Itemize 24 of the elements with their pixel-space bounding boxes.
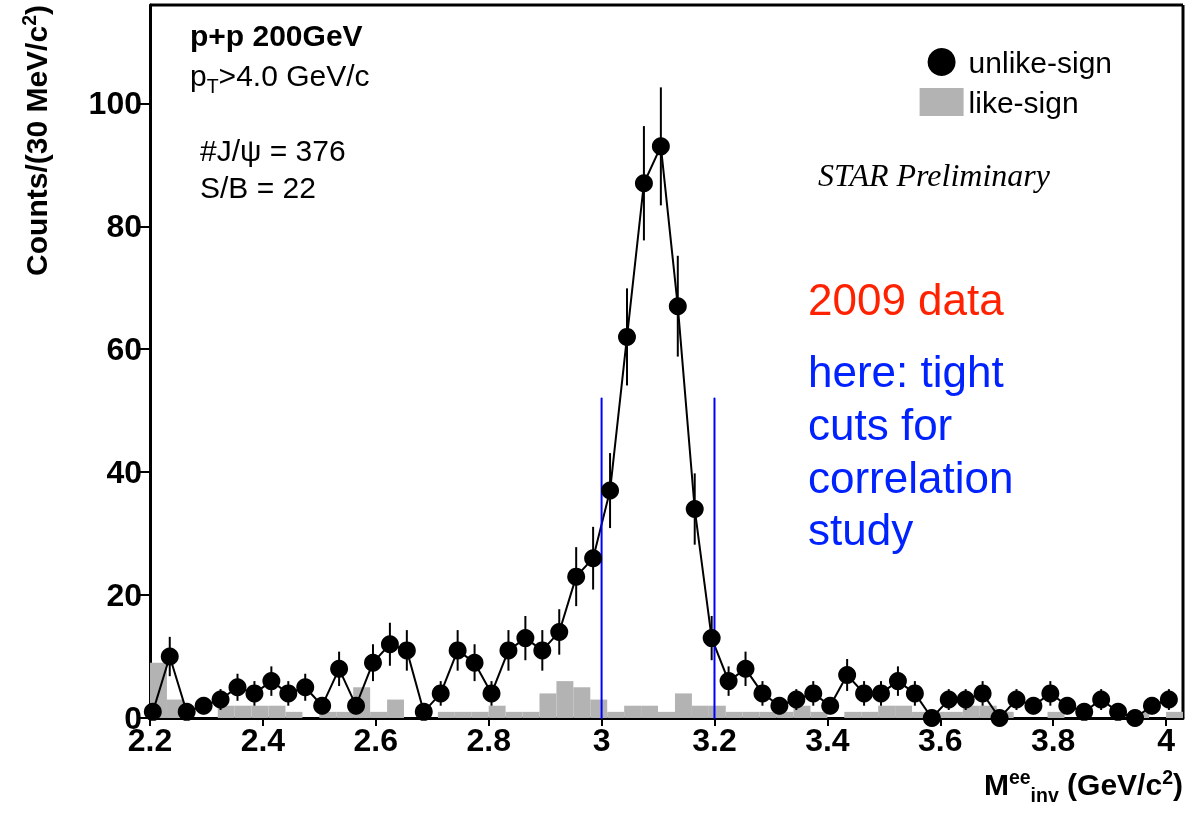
x-tick-label: 2.8 [466,722,511,758]
annotation: #J/ψ = 376 [200,133,346,169]
x-tick-label: 3.2 [692,722,737,758]
y-tick-label: 80 [106,208,142,245]
annotation: 2009 data [808,274,1004,326]
x-tick-label: 4 [1157,722,1176,758]
annotation: STAR Preliminary [818,156,1050,195]
x-axis-title: M$^{ee}$$_{inv}$ (GeV/c$^{2}$) [983,766,1183,806]
y-tick-label: 60 [106,331,142,368]
legend-label: unlike-sign [968,45,1113,79]
x-tick-label: 2.4 [240,722,286,758]
annotation: here: tight cuts for correlation study [808,346,1015,557]
x-tick-label: 3.6 [918,722,963,758]
y-tick-label: 100 [88,85,142,122]
legend-label: like-sign [968,85,1079,119]
x-tick-label: 3 [592,722,611,758]
x-tick-label: 2.6 [353,722,399,758]
annotation: S/B = 22 [200,170,316,206]
y-tick-label: 40 [106,454,142,491]
x-tick-label: 3.4 [805,722,850,758]
annotation: p+p 200GeV [190,18,363,54]
annotation: p$_{T}$>4.0 GeV/c [190,58,370,99]
y-tick-label: 20 [106,577,142,614]
x-tick-label: 3.8 [1030,722,1076,758]
